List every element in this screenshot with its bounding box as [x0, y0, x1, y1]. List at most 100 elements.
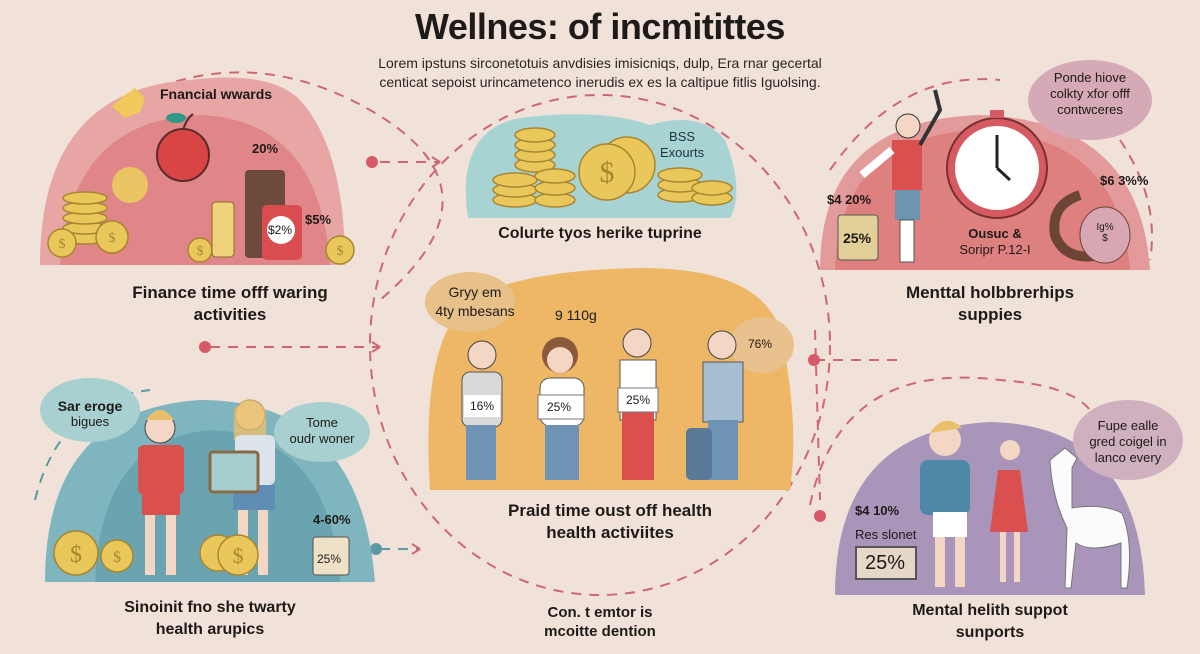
- calendar-value: 25%: [317, 552, 342, 566]
- svg-text:$: $: [600, 156, 615, 189]
- svg-text:$: $: [233, 543, 244, 568]
- financial-badge: $2%: [268, 223, 293, 237]
- person-label: 25%: [547, 400, 572, 414]
- monitor-label: Res slonet: [855, 527, 917, 542]
- svg-text:$: $: [70, 542, 82, 568]
- bottle-icon: [211, 201, 235, 258]
- books-icon: [208, 450, 260, 494]
- caption-line: health arupics: [155, 621, 265, 638]
- person-label: 25%: [626, 393, 651, 407]
- bubble-line: 4ty mbesans: [435, 303, 515, 319]
- bl-bubble-left: Sar eroge bigues: [45, 398, 135, 430]
- center-stat-right: 76%: [748, 337, 773, 351]
- caption-line: suppies: [957, 305, 1023, 324]
- bubble-line: colkty xfor offf: [1050, 86, 1130, 101]
- financial-caption: Finance time offf waring activities: [80, 282, 380, 326]
- bubble-line: Tome: [306, 415, 338, 430]
- mental-bubble-text: Ponde hiove colkty xfor offf contwceres: [1030, 70, 1150, 118]
- monitor-value: 25%: [865, 552, 906, 574]
- caption-line: Menttal holbbrerhips: [905, 283, 1075, 302]
- caption-line: Con. t emtor is: [547, 604, 653, 621]
- label-card: [617, 387, 659, 413]
- page-subtitle: Lorem ipstuns sirconetotuis anvdisies im…: [340, 54, 860, 92]
- coins-icon: [53, 530, 259, 576]
- clock-label-line: Ousuc &: [968, 226, 1022, 241]
- money-bag-icon: [1079, 206, 1131, 264]
- mental-stat-right: $6 3%%: [1100, 173, 1149, 188]
- mental-caption: Menttal holbbrerhips suppies: [840, 282, 1140, 326]
- bubble-line: Sar eroge: [57, 398, 123, 414]
- svg-text:$: $: [337, 244, 344, 259]
- node-dot: [370, 543, 382, 555]
- dashed-connectors: [94, 71, 1153, 596]
- caption-line: mcoitte dention: [544, 623, 656, 640]
- coins-icon: [492, 127, 733, 208]
- br-caption: Mental helith suppot sunports: [840, 600, 1140, 644]
- speech-bubble: [274, 402, 370, 462]
- percent-badge: [267, 216, 295, 244]
- person-icon: [686, 330, 744, 480]
- badge-icon: [112, 88, 145, 118]
- connector-top-right: [829, 78, 1153, 261]
- horseshoe-icon: [1049, 190, 1101, 262]
- center-caption: Praid time oust off health health activi…: [450, 500, 770, 544]
- apple-icon: [156, 113, 210, 182]
- label-card: [537, 394, 585, 420]
- bubble-line: gred coigel in: [1089, 434, 1167, 449]
- caption-line: sunports: [955, 624, 1025, 641]
- box-value: 25%: [843, 230, 872, 246]
- node-dot: [366, 156, 378, 168]
- br-stat: $4 10%: [855, 503, 900, 518]
- speech-bubble: [730, 317, 794, 373]
- subtitle-line: Lorem ipstuns sirconetotuis anvdisies im…: [378, 55, 822, 71]
- clock-label: Ousuc & Soripr P.12-I: [950, 226, 1040, 258]
- svg-text:$: $: [109, 231, 116, 246]
- speech-bubble: [1073, 400, 1183, 480]
- monitor-icon: [855, 546, 917, 580]
- bubble-line: Ponde hiove: [1053, 70, 1127, 85]
- bubble-line: lanco every: [1094, 450, 1162, 465]
- clock-label-line: Soripr P.12-I: [959, 242, 1031, 257]
- coins-caption: Colurte tyos herike tuprine: [498, 225, 702, 242]
- tag-line: BSS: [669, 129, 696, 144]
- bl-caption: Sinoinit fno she twarty health arupics: [60, 597, 360, 641]
- center-stat-top: 9 110g: [555, 307, 597, 323]
- bubble-line: Fupe ealle: [1097, 418, 1159, 433]
- central-dashed-ring: [369, 94, 831, 596]
- llama-icon: [1049, 447, 1131, 589]
- node-dot: [808, 354, 820, 366]
- clock-icon: [946, 110, 1048, 219]
- person-icon: [990, 440, 1028, 582]
- speech-bubble: [1028, 60, 1152, 140]
- bubble-line: oudr woner: [289, 431, 355, 446]
- mental-stat-left: $4 20%: [827, 192, 872, 207]
- bl-bubble-right: Tome oudr woner: [277, 415, 367, 447]
- caption-line: activities: [193, 305, 267, 324]
- person-icon: [138, 410, 184, 575]
- svg-text:$: $: [113, 549, 121, 566]
- node-dot: [199, 341, 211, 353]
- financial-stat: 20%: [252, 141, 279, 156]
- label-card: [464, 395, 500, 417]
- svg-text:$: $: [197, 244, 204, 259]
- bubble-line: bigues: [70, 414, 110, 429]
- node-dot: [814, 510, 826, 522]
- person-label: 16%: [470, 399, 495, 413]
- speech-bubble: [40, 378, 140, 442]
- caption-line: Mental helith suppot: [912, 602, 1068, 619]
- br-bubble-text: Fupe ealle gred coigel in lanco every: [1073, 418, 1183, 466]
- center-bubble-text: Gryy em 4ty mbesans: [425, 283, 525, 321]
- tag-line: Exourts: [660, 145, 705, 160]
- seal-icon: [112, 167, 148, 203]
- caption-line: Finance time offf waring: [132, 283, 328, 302]
- bag-label: Ig% $: [1090, 222, 1120, 244]
- bottom-center-caption: Con. t emtor is mcoitte dention: [480, 603, 720, 641]
- box-icon: [837, 214, 879, 261]
- subtitle-line: centicat sepoist urincametenco inerudis …: [379, 74, 821, 90]
- bubble-line: Gryy em: [448, 284, 502, 300]
- person-icon: [920, 420, 970, 587]
- speech-bubble: [425, 272, 515, 332]
- svg-text:$: $: [59, 237, 66, 252]
- caption-line: Sinoinit fno she twarty: [124, 599, 296, 616]
